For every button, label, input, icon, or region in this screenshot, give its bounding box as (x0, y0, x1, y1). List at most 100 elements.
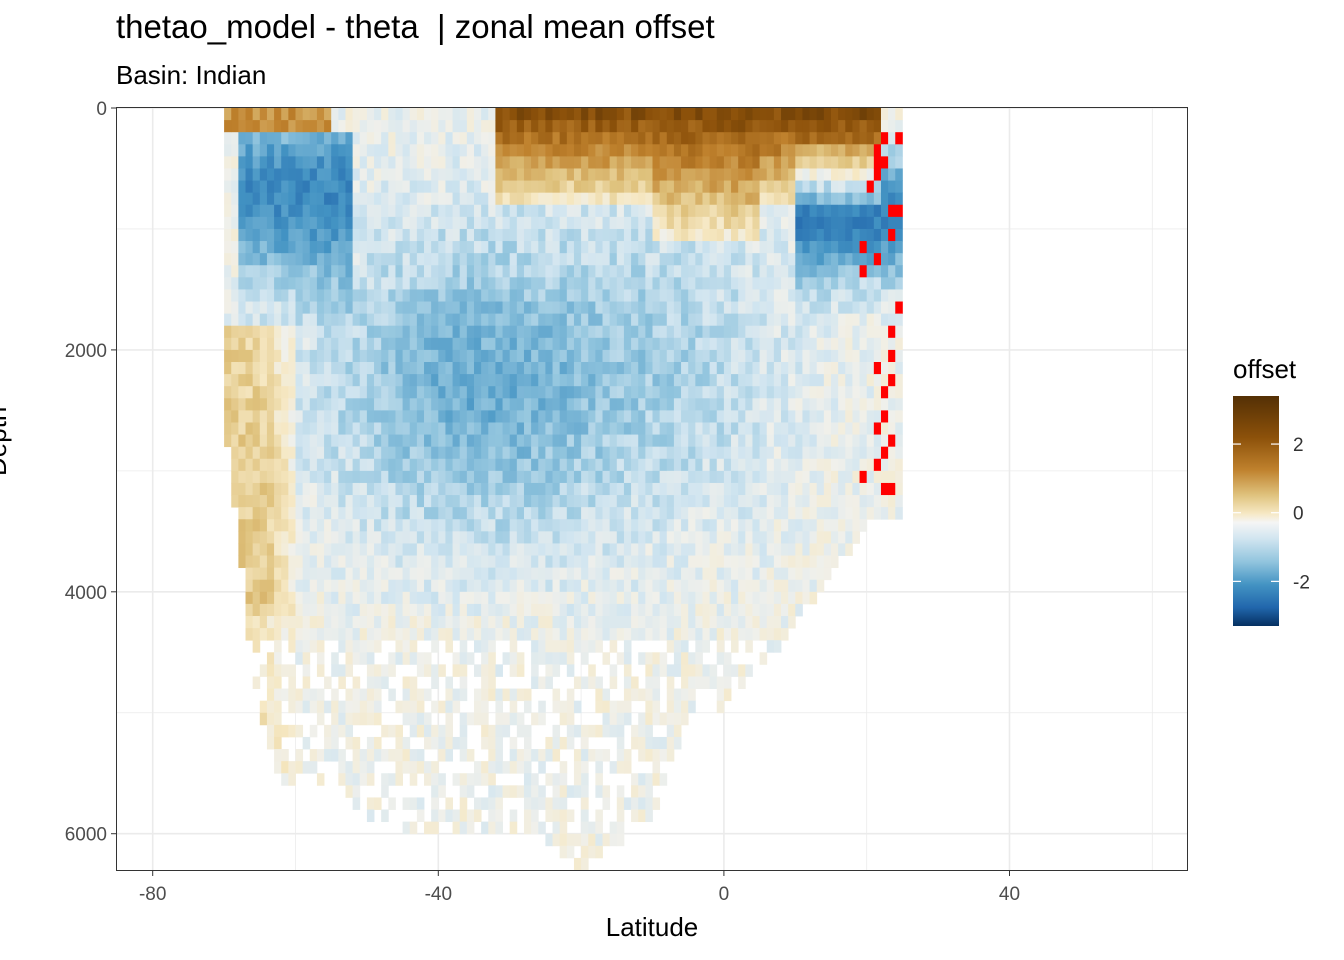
heatmap-cell (673, 216, 682, 230)
heatmap-cell (802, 579, 810, 593)
heatmap-cell (873, 446, 882, 460)
heatmap-cell (488, 180, 496, 194)
heatmap-cell (374, 132, 382, 145)
heatmap-cell (659, 216, 668, 230)
heatmap-cell (381, 785, 389, 798)
heatmap-cell (224, 168, 232, 181)
heatmap-cell (381, 168, 389, 181)
heatmap-cell (616, 398, 625, 411)
heatmap-cell (324, 241, 332, 254)
heatmap-cell (431, 664, 439, 677)
heatmap-cell (702, 132, 711, 145)
heatmap-cell (345, 156, 354, 169)
heatmap-cell (281, 422, 289, 435)
heatmap-cell (495, 664, 503, 677)
heatmap-cell (673, 688, 682, 702)
heatmap-cell (880, 386, 889, 399)
heatmap-cell (581, 216, 589, 230)
heatmap-cell (538, 398, 546, 411)
heatmap-cell (581, 640, 589, 653)
heatmap-cell (802, 555, 810, 569)
heatmap-cell (531, 495, 539, 508)
heatmap-cell (738, 265, 746, 278)
heatmap-cell (366, 398, 375, 411)
heatmap-cell (466, 773, 475, 786)
heatmap-cell (452, 616, 461, 629)
heatmap-cell (359, 277, 368, 290)
heatmap-cell (416, 434, 425, 448)
heatmap-cell (752, 132, 760, 145)
heatmap-cell (481, 688, 489, 702)
heatmap-cell (852, 228, 860, 242)
heatmap-cell (388, 591, 396, 605)
heatmap-cell (252, 265, 261, 278)
heatmap-cell (395, 749, 403, 762)
heatmap-cell (402, 652, 411, 665)
heatmap-cell (416, 591, 425, 605)
heatmap-cell (666, 458, 675, 472)
heatmap-cell (716, 204, 725, 218)
heatmap-cell (895, 168, 903, 181)
heatmap-cell (731, 519, 739, 532)
heatmap-cell (788, 132, 796, 145)
heatmap-cell (438, 374, 446, 387)
heatmap-cell (738, 386, 746, 399)
heatmap-cell (266, 543, 275, 556)
heatmap-cell (766, 132, 775, 145)
heatmap-cell (831, 204, 839, 218)
heatmap-cell (595, 519, 603, 532)
heatmap-cell (224, 108, 232, 121)
heatmap-cell (623, 676, 632, 689)
heatmap-cell (531, 809, 539, 823)
heatmap-cell (595, 591, 603, 605)
heatmap-cell (602, 289, 611, 302)
heatmap-cell (888, 374, 896, 387)
heatmap-cell (773, 398, 782, 411)
heatmap-cell (259, 700, 268, 714)
heatmap-cell (673, 325, 682, 339)
heatmap-cell (409, 168, 418, 181)
heatmap-cell (466, 301, 475, 315)
heatmap-cell (224, 144, 232, 157)
heatmap-cell (859, 519, 868, 532)
heatmap-cell (759, 168, 768, 181)
heatmap-cell (559, 797, 568, 810)
heatmap-cell (873, 241, 882, 254)
heatmap-cell (431, 603, 439, 617)
heatmap-cell (838, 168, 846, 181)
heatmap-cell (681, 482, 689, 496)
heatmap-cell (773, 253, 782, 266)
heatmap-cell (359, 156, 368, 169)
heatmap-cell (823, 216, 832, 230)
heatmap-cell (888, 301, 896, 315)
heatmap-cell (481, 362, 489, 375)
heatmap-cell (252, 228, 261, 242)
heatmap-cell (745, 374, 753, 387)
heatmap-cell (252, 241, 261, 254)
heatmap-cell (366, 495, 375, 508)
heatmap-cell (424, 325, 432, 339)
heatmap-cell (409, 676, 418, 689)
heatmap-cell (295, 531, 304, 544)
heatmap-cell (288, 531, 296, 544)
heatmap-cell (766, 519, 775, 532)
heatmap-cell (495, 241, 503, 254)
heatmap-cell (338, 531, 346, 544)
heatmap-cell (552, 277, 561, 290)
heatmap-cell (702, 616, 711, 629)
heatmap-cell (388, 446, 396, 460)
heatmap-cell (374, 180, 382, 194)
heatmap-cell (481, 216, 489, 230)
heatmap-cell (716, 688, 725, 702)
heatmap-cell (402, 180, 411, 194)
heatmap-cell (231, 204, 239, 218)
heatmap-cell (659, 555, 668, 569)
heatmap-cell (538, 337, 546, 351)
heatmap-cell (659, 519, 668, 532)
heatmap-cell (459, 724, 468, 738)
heatmap-cell (224, 132, 232, 145)
heatmap-cell (781, 362, 789, 375)
heatmap-cell (745, 168, 753, 181)
heatmap-cell (695, 579, 703, 593)
heatmap-cell (366, 156, 375, 169)
